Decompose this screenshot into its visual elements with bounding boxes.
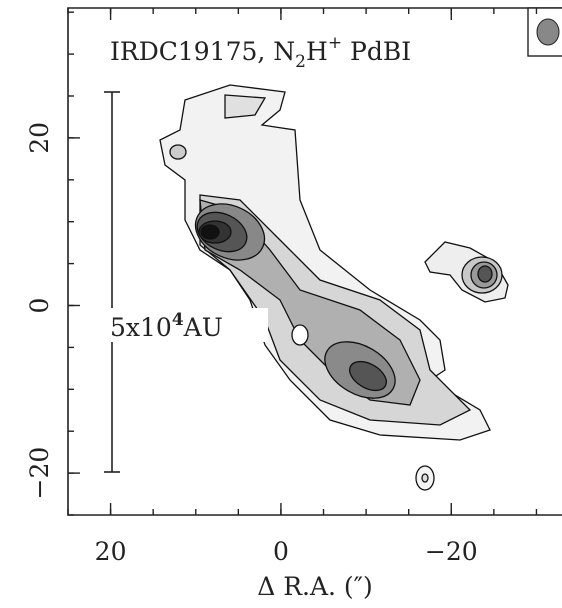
scale-bar [104, 92, 120, 472]
x-axis-label: Δ R.A. (″) [257, 572, 373, 601]
x-tick-label: −20 [425, 537, 478, 566]
title-text: PdBI [342, 37, 411, 66]
title: IRDC19175, N2H+ PdBI [110, 33, 411, 72]
contour [422, 474, 428, 482]
title-text: H [306, 37, 328, 66]
beam [537, 19, 559, 45]
x-tick-label: 20 [95, 537, 127, 566]
contour [478, 266, 492, 282]
title-subscript: 2 [295, 52, 306, 72]
contour [292, 325, 308, 345]
y-tick-label: 20 [25, 122, 54, 154]
y-tick-label: 0 [25, 298, 54, 314]
scale-label-text: 5x10 [110, 313, 172, 342]
contour [170, 145, 186, 159]
y-tick-label: −20 [25, 447, 54, 500]
chart: IRDC19175, N2H+ PdBI 5x104AU Δ R.A. (″) … [0, 0, 562, 608]
scale-label: 5x104AU [110, 310, 223, 342]
title-superscript: + [328, 33, 342, 53]
contour [201, 225, 219, 239]
x-tick-label: 0 [273, 537, 289, 566]
page: {"chart_data": {"type": "contour", "titl… [0, 0, 562, 608]
scale-label-superscript: 4 [172, 310, 184, 330]
title-text: IRDC19175, N [110, 37, 295, 66]
scale-label-text: AU [183, 313, 223, 342]
contour-map [160, 85, 508, 490]
